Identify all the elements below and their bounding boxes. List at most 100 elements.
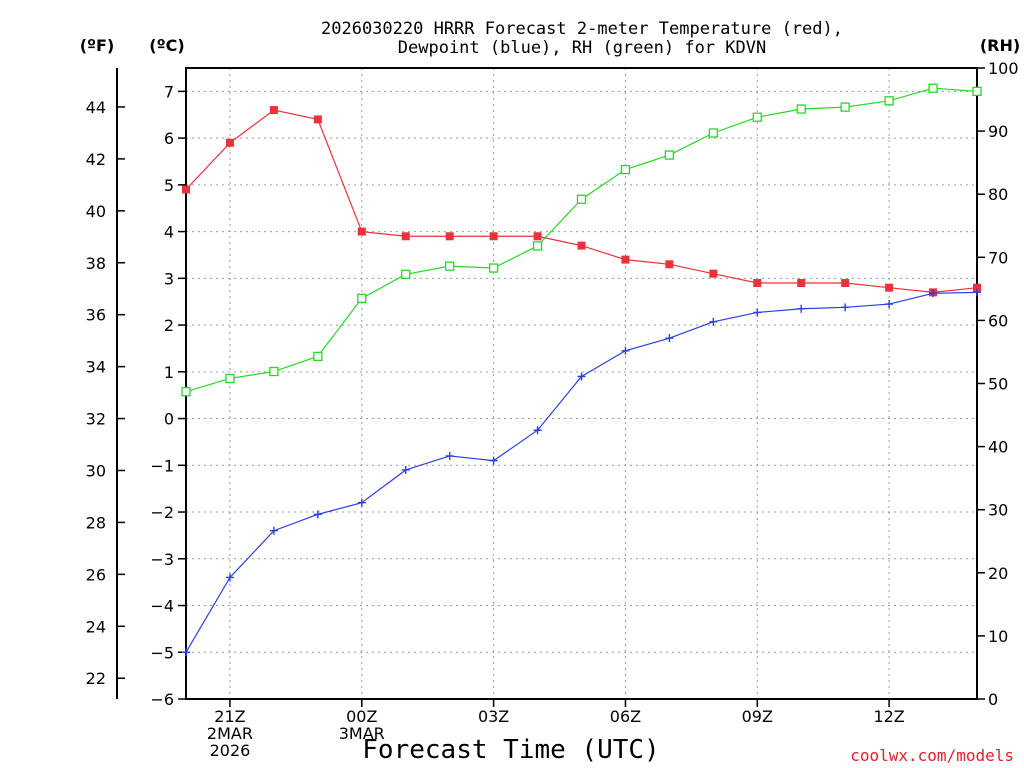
rh-point [358,294,366,302]
celsius-tick-label: 3 [164,269,174,288]
celsius-tick-label: −3 [150,550,174,569]
rh-point [621,166,629,174]
chart: 2026030220 HRRR Forecast 2-meter Tempera… [0,0,1024,768]
fahrenheit-tick-label: 24 [86,617,106,636]
temperature-point [797,279,805,287]
axes: −6−5−4−3−2−10123456722242628303234363840… [86,59,1019,760]
fahrenheit-tick-label: 26 [86,565,106,584]
title-line: 2026030220 HRRR Forecast 2-meter Tempera… [321,19,843,39]
temperature-point [314,115,322,123]
temperature-point [270,106,278,114]
x-tick-label: 03Z [478,707,509,726]
temperature-point [534,232,542,240]
rh-point [753,113,761,121]
temperature-point [402,232,410,240]
rh-point [490,264,498,272]
rh-point [314,352,322,360]
rh-tick-label: 0 [988,690,998,709]
x-tick-label: 12Z [873,707,904,726]
credit-link[interactable]: coolwx.com/models [850,746,1014,765]
temperature-point [226,139,234,147]
fahrenheit-tick-label: 36 [86,306,106,325]
dewpoint-point [885,300,893,308]
temperature-point [182,186,190,194]
fahrenheit-tick-label: 30 [86,461,106,480]
series-layer [182,84,981,656]
rh-tick-label: 60 [988,311,1008,330]
fahrenheit-tick-label: 28 [86,513,106,532]
plot-frame [186,68,977,699]
temperature-point [446,232,454,240]
x-tick-label: 09Z [742,707,773,726]
fahrenheit-tick-label: 22 [86,669,106,688]
temperature-point [753,279,761,287]
dewpoint-point [446,452,454,460]
dewpoint-point [314,510,322,518]
rh-unit-label: (RH) [980,36,1020,55]
fahrenheit-tick-label: 40 [86,202,106,221]
rh-point [534,242,542,250]
rh-tick-label: 100 [988,59,1019,78]
fahrenheit-tick-label: 42 [86,150,106,169]
fahrenheit-tick-label: 32 [86,410,106,429]
rh-tick-label: 20 [988,564,1008,583]
temperature-point [709,270,717,278]
celsius-tick-label: 0 [164,410,174,429]
dewpoint-point [753,308,761,316]
fahrenheit-tick-label: 38 [86,254,106,273]
rh-line [186,88,977,392]
rh-point [665,151,673,159]
temperature-point [578,242,586,250]
celsius-unit-label: (ºC) [149,36,184,55]
chart-title: 2026030220 HRRR Forecast 2-meter Tempera… [321,19,843,58]
title-line: Dewpoint (blue), RH (green) for KDVN [398,38,766,58]
celsius-tick-label: −5 [150,643,174,662]
rh-tick-label: 40 [988,438,1008,457]
celsius-tick-label: 1 [164,363,174,382]
rh-point [973,87,981,95]
rh-point [446,262,454,270]
rh-point [929,84,937,92]
celsius-tick-label: 4 [164,223,174,242]
dewpoint-point [182,648,190,656]
rh-point [841,103,849,111]
dewpoint-point [709,318,717,326]
fahrenheit-tick-label: 44 [86,98,106,117]
celsius-tick-label: −1 [150,456,174,475]
celsius-tick-label: 5 [164,176,174,195]
rh-tick-label: 90 [988,122,1008,141]
rh-point [270,368,278,376]
temperature-point [665,260,673,268]
x-axis-label: Forecast Time (UTC) [362,735,659,765]
dewpoint-line [186,292,977,652]
celsius-tick-label: −6 [150,690,174,709]
dewpoint-point [490,457,498,465]
fahrenheit-tick-label: 34 [86,358,106,377]
rh-point [182,388,190,396]
temperature-point [490,232,498,240]
rh-point [226,374,234,382]
rh-point [709,129,717,137]
dewpoint-point [841,303,849,311]
fahrenheit-unit-label: (ºF) [80,36,115,55]
rh-tick-label: 10 [988,627,1008,646]
rh-point [402,270,410,278]
temperature-point [885,284,893,292]
grid [186,68,977,699]
x-tick-label: 06Z [610,707,641,726]
temperature-point [621,256,629,264]
rh-tick-label: 30 [988,501,1008,520]
rh-point [578,195,586,203]
celsius-tick-label: 2 [164,316,174,335]
rh-point [797,105,805,113]
dewpoint-point [665,334,673,342]
dewpoint-point [797,305,805,313]
celsius-tick-label: −4 [150,597,174,616]
rh-tick-label: 70 [988,248,1008,267]
rh-tick-label: 50 [988,375,1008,394]
celsius-tick-label: 6 [164,129,174,148]
celsius-tick-label: −2 [150,503,174,522]
x-tick-label: 2026 [210,741,251,760]
temperature-point [841,279,849,287]
rh-point [885,97,893,105]
